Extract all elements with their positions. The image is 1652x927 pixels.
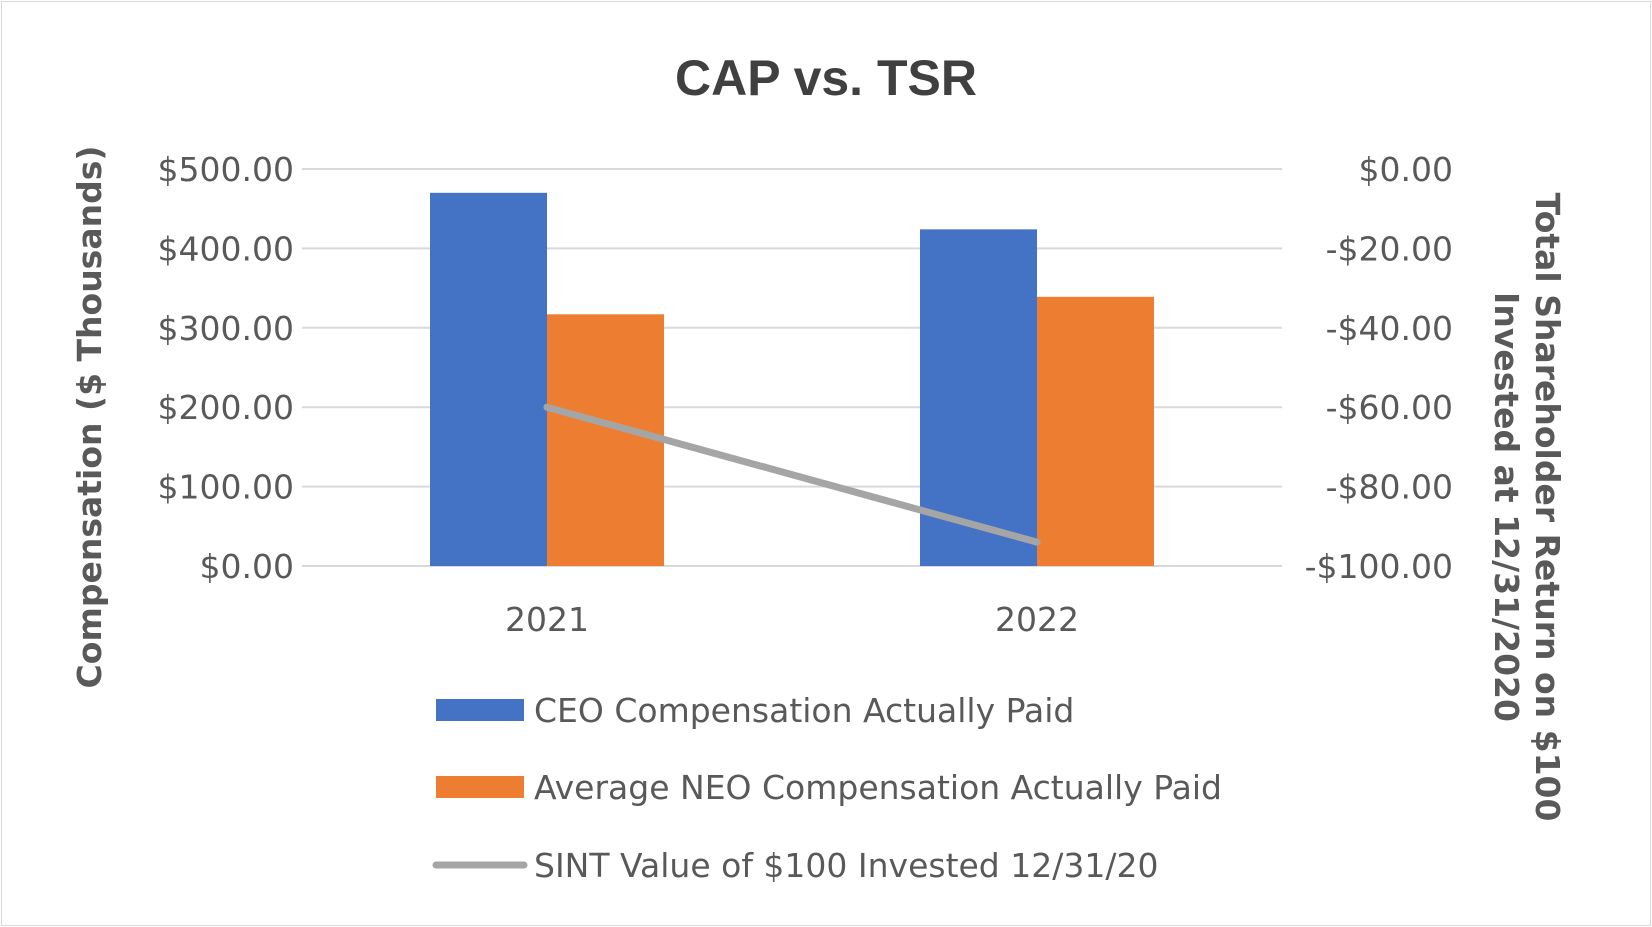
chart-title: CAP vs. TSR: [675, 50, 977, 106]
y2-axis-title: Total Shareholder Return on $100Invested…: [1487, 193, 1567, 822]
legend-swatch: [436, 776, 524, 798]
x-tick-label: 2022: [995, 600, 1079, 639]
y2-axis-ticks: $0.00 -$20.00 -$40.00 -$60.00 -$80.00 -$100.0…: [1305, 150, 1453, 586]
y2-axis-title-line: Invested at 12/31/2020: [1487, 292, 1526, 722]
legend-swatch: [436, 699, 524, 721]
legend: CEO Compensation Actually Paid Average NE…: [432, 691, 1222, 885]
y2-tick-label: -$80.00: [1326, 468, 1453, 507]
y2-tick-label: -$20.00: [1326, 229, 1453, 268]
legend-label: SINT Value of $100 Invested 12/31/20: [534, 846, 1158, 885]
x-axis-ticks: 2021 2022: [505, 600, 1079, 639]
y-tick-label: $100.00: [158, 468, 294, 507]
bar-2022-ceo: [920, 229, 1037, 566]
y-tick-label: $400.00: [158, 229, 294, 268]
y-axis-ticks: $0.00 $100.00 $200.00 $300.00 $400.00 $500.00: [158, 150, 294, 586]
tsr-point-2021: [543, 403, 551, 411]
y-tick-label: $500.00: [158, 150, 294, 189]
y2-tick-label: -$60.00: [1326, 388, 1453, 427]
bar-marks: [430, 192, 1154, 566]
tsr-point-2022: [1033, 538, 1041, 546]
y-tick-label: $300.00: [158, 309, 294, 348]
y2-tick-label: -$100.00: [1305, 547, 1453, 586]
y-axis-title: Compensation ($ Thousands): [70, 146, 109, 689]
line-series: [543, 403, 1041, 546]
x-tick-label: 2021: [505, 600, 589, 639]
bar-2022-neo: [1037, 296, 1154, 566]
legend-label: Average NEO Compensation Actually Paid: [534, 768, 1222, 807]
y2-tick-label: -$40.00: [1326, 309, 1453, 348]
y2-tick-label: $0.00: [1359, 150, 1453, 189]
bar-2021-ceo: [430, 192, 547, 566]
y-tick-label: $200.00: [158, 388, 294, 427]
legend-label: CEO Compensation Actually Paid: [534, 691, 1074, 730]
bar-2021-neo: [547, 314, 664, 566]
y-tick-label: $0.00: [200, 547, 294, 586]
y2-axis-title-line: Total Shareholder Return on $100: [1528, 193, 1567, 822]
tsr-line: [543, 403, 1041, 546]
